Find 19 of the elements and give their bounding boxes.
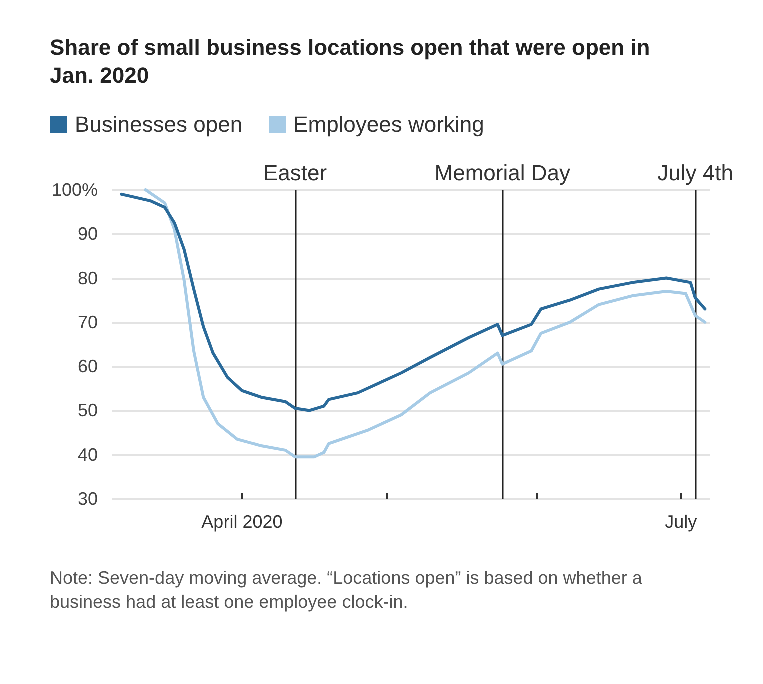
chart-title: Share of small business locations open that were open in Jan. 2020 [50,34,652,90]
legend-label: Businesses open [74,112,243,138]
line-series [144,188,707,459]
x-tick-label: July [665,512,698,532]
ref-line-label: July 4th [658,160,734,186]
y-tick-label: 30 [78,489,98,509]
line-series [120,192,707,412]
x-tick-label: April 2020 [202,512,283,532]
y-tick-label: 40 [78,444,98,465]
y-tick-label: 90 [78,224,98,244]
y-tick-label: 100% [52,180,98,200]
ref-line-label: Memorial Day [434,160,570,186]
y-tick-label: 60 [78,356,98,377]
legend-label: Employees working [292,112,484,138]
ref-line-label: Easter [263,160,328,186]
y-tick-label: 80 [78,268,98,288]
y-tick-label: 70 [78,312,98,332]
y-tick-label: 50 [78,400,98,421]
text: Note: Seven-day moving average. “Locations open” is based on whether a business had at least one employee clock-in. [50,567,644,614]
